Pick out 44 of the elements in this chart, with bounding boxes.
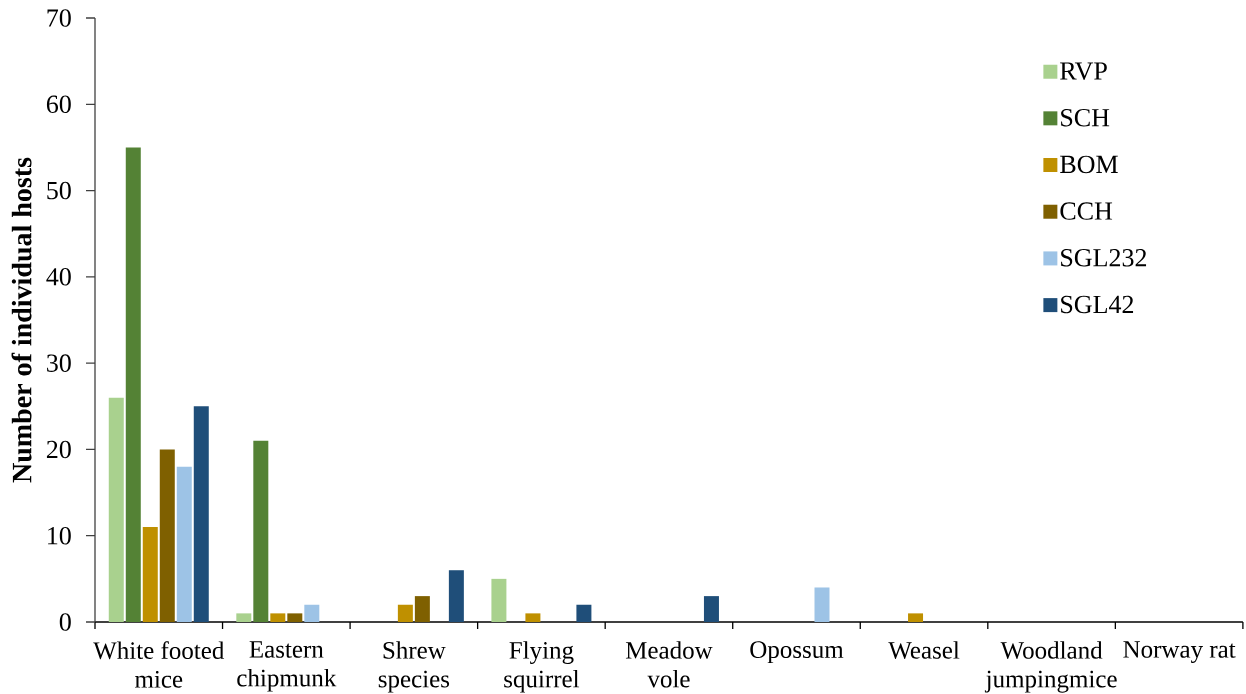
x-tick-label: Woodland jumpingmice	[984, 641, 1117, 693]
bar	[108, 397, 124, 622]
bar	[397, 604, 413, 622]
bar	[908, 613, 924, 622]
bar	[814, 587, 830, 622]
x-tick-label: Eastern chipmunk	[237, 641, 337, 692]
bar	[193, 406, 209, 622]
bar	[236, 613, 252, 622]
bar	[176, 466, 192, 622]
bar	[287, 613, 303, 622]
y-tick-label: 10	[48, 526, 71, 545]
bar	[142, 527, 158, 622]
y-tick-label: 20	[46, 440, 71, 459]
legend-label: SGL42	[1061, 295, 1134, 314]
legend-label: SCH	[1061, 108, 1110, 127]
bar	[448, 570, 464, 622]
bar	[491, 578, 507, 622]
legend-label: BOM	[1060, 155, 1118, 174]
bar	[703, 596, 719, 622]
bar	[125, 147, 141, 622]
bar	[159, 449, 175, 622]
x-tick-label: Norway rat	[1123, 641, 1236, 663]
y-tick-label: 60	[46, 95, 71, 114]
bar	[270, 613, 286, 622]
x-tick-label: Meadow vole	[625, 641, 713, 688]
x-tick-label: Flying squirrel	[504, 641, 580, 693]
y-tick-label: 40	[46, 268, 71, 286]
legend-label: SGL232	[1061, 249, 1147, 267]
bar	[576, 604, 592, 622]
y-tick-label: 70	[47, 9, 71, 27]
y-tick-label: 50	[47, 181, 71, 200]
x-tick-label: Shrew species	[378, 641, 450, 693]
x-tick-label: White footed mice	[93, 641, 225, 688]
bar	[414, 596, 430, 622]
bar	[525, 613, 541, 622]
legend-label: RVP	[1060, 62, 1107, 80]
x-tick-label: Opossum	[750, 641, 844, 664]
bar	[304, 604, 320, 622]
y-axis-title: Number of individual hosts	[11, 157, 32, 483]
y-tick-label: 30	[47, 354, 71, 372]
x-tick-label: Weasel	[888, 641, 960, 659]
bar	[253, 440, 269, 622]
y-tick-label: 0	[59, 613, 71, 631]
legend-label: CCH	[1060, 202, 1113, 220]
